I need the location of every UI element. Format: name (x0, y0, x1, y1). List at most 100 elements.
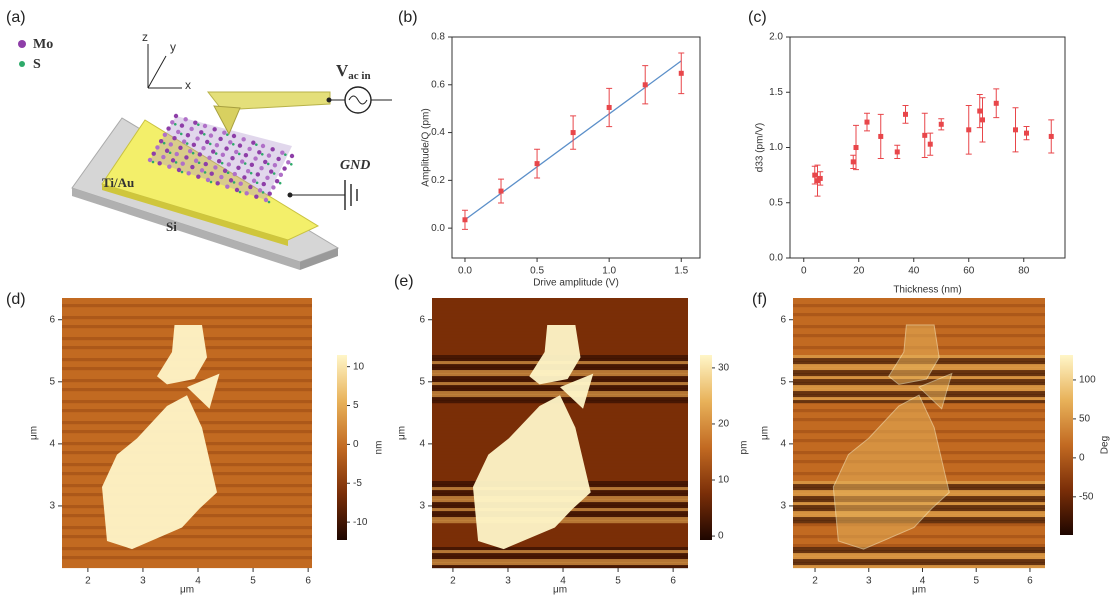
y-tick-label: 4 (49, 439, 55, 450)
y-tick-label: 6 (49, 314, 55, 325)
atom (199, 130, 203, 134)
image-row (793, 532, 1045, 535)
image-row (432, 535, 688, 538)
atom (286, 160, 290, 164)
node (327, 98, 332, 103)
image-row (432, 316, 688, 319)
point (1024, 131, 1029, 136)
atom (215, 152, 218, 155)
atom (209, 143, 212, 146)
image-row (62, 298, 312, 301)
image-row (62, 313, 312, 316)
image-row (432, 382, 688, 385)
atom (228, 140, 232, 144)
atom (155, 145, 159, 149)
atom (225, 184, 229, 188)
atom (152, 161, 155, 164)
image-row (432, 310, 688, 313)
image-row (62, 382, 312, 385)
legend-mo: Mo (33, 37, 53, 52)
diagram: Mo S z y x Vac in GND Ti/Au Si (18, 30, 392, 270)
colorbar (1060, 355, 1073, 535)
atom (244, 191, 248, 195)
image-row (62, 388, 312, 391)
atom (239, 191, 242, 194)
atom (261, 144, 265, 148)
legend-s: S (33, 57, 41, 72)
y-tick-label: 6 (780, 314, 786, 325)
atom (218, 137, 222, 141)
image-row (432, 562, 688, 565)
image-row (432, 298, 688, 301)
x-tick-label: 0.0 (458, 266, 472, 277)
image-row (793, 319, 1045, 322)
y-tick-label: 4 (419, 439, 425, 450)
panel-label: (c) (748, 9, 767, 26)
x-axis-label: μm (180, 585, 194, 596)
atom (180, 123, 184, 127)
atom (224, 146, 228, 150)
image-row (432, 391, 688, 394)
point (643, 82, 648, 87)
atom (175, 152, 179, 156)
image-row (793, 391, 1045, 394)
atom (196, 174, 200, 178)
atom (189, 127, 193, 131)
image-row (793, 388, 1045, 391)
image-row (62, 385, 312, 388)
image-row (793, 562, 1045, 565)
image-row (432, 322, 688, 325)
atom (194, 159, 198, 163)
image-row (432, 529, 688, 532)
colorbar-label: nm (374, 441, 385, 455)
atom (257, 150, 261, 154)
atom (204, 162, 208, 166)
panel-label: (a) (6, 9, 26, 26)
image-row (62, 535, 312, 538)
atom (269, 169, 273, 173)
image-row (62, 556, 312, 559)
image-row (62, 565, 312, 568)
point (928, 142, 933, 147)
atom (238, 153, 241, 156)
atom (175, 161, 178, 164)
point (818, 176, 823, 181)
x-tick-label: 2 (450, 576, 456, 587)
colorbar-tick-label: -10 (353, 517, 368, 528)
image-row (62, 562, 312, 565)
image-row (432, 559, 688, 562)
atom (275, 179, 279, 183)
image-row (432, 307, 688, 310)
image-row (62, 310, 312, 313)
atom (217, 159, 221, 163)
axis-label: y (170, 40, 176, 54)
image-row (62, 529, 312, 532)
atom (284, 153, 287, 156)
atom (229, 178, 233, 182)
atom (170, 120, 174, 124)
voltage-label: Vac in (336, 61, 371, 82)
point (1013, 127, 1018, 132)
image-row (432, 385, 688, 388)
atom (247, 147, 251, 151)
image-row (62, 544, 312, 547)
image-row (793, 313, 1045, 316)
atom (197, 123, 200, 126)
colorbar-tick-label: 10 (718, 475, 730, 486)
x-tick-label: 6 (305, 576, 311, 587)
x-tick-label: 2 (812, 576, 818, 587)
atom (198, 161, 201, 164)
y-axis-label: μm (29, 426, 40, 440)
atom (268, 192, 272, 196)
atom (169, 142, 173, 146)
atom (236, 166, 240, 170)
s-dot (19, 61, 25, 67)
atom (205, 140, 209, 144)
atom (206, 178, 210, 182)
image-row (62, 547, 312, 550)
y-tick-label: 2.0 (769, 32, 783, 43)
image-row (432, 388, 688, 391)
colorbar-label: Deg (1100, 436, 1111, 454)
atom (282, 166, 286, 170)
atom (183, 117, 187, 121)
